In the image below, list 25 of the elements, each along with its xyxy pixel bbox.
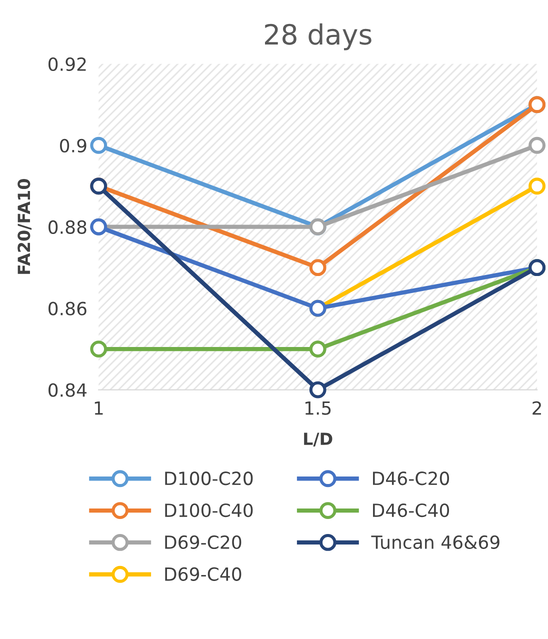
y-tick-label: 0.84 <box>48 383 87 397</box>
point <box>309 259 326 276</box>
x-tick-label: 1 <box>94 401 103 415</box>
legend-label: D100-C40 <box>165 503 253 518</box>
legend-label: Tuncan 46&69 <box>371 535 500 550</box>
point <box>90 340 108 358</box>
y-tick-label: 0.9 <box>60 138 86 152</box>
legend-label: D46-C20 <box>373 472 450 486</box>
legend-label: D69-C40 <box>165 567 242 581</box>
y-axis-title: FA20/FA10 <box>18 179 32 274</box>
point <box>528 178 546 195</box>
y-tick-label: 0.86 <box>48 302 86 316</box>
y-tick-label: 0.88 <box>48 220 86 234</box>
y-tick-label: 0.92 <box>48 57 86 72</box>
chart-title: 28 days <box>265 23 372 50</box>
legend-label: D100-C20 <box>165 472 253 486</box>
legend-label: D46-C40 <box>373 503 450 518</box>
point <box>309 340 326 358</box>
x-axis-title: L/D <box>304 432 332 446</box>
x-tick-label: 1.5 <box>305 401 331 415</box>
point <box>90 136 108 154</box>
x-tick-label: 2 <box>532 401 541 415</box>
legend-label: D69-C20 <box>165 535 242 550</box>
point <box>528 136 546 154</box>
point <box>309 381 326 398</box>
